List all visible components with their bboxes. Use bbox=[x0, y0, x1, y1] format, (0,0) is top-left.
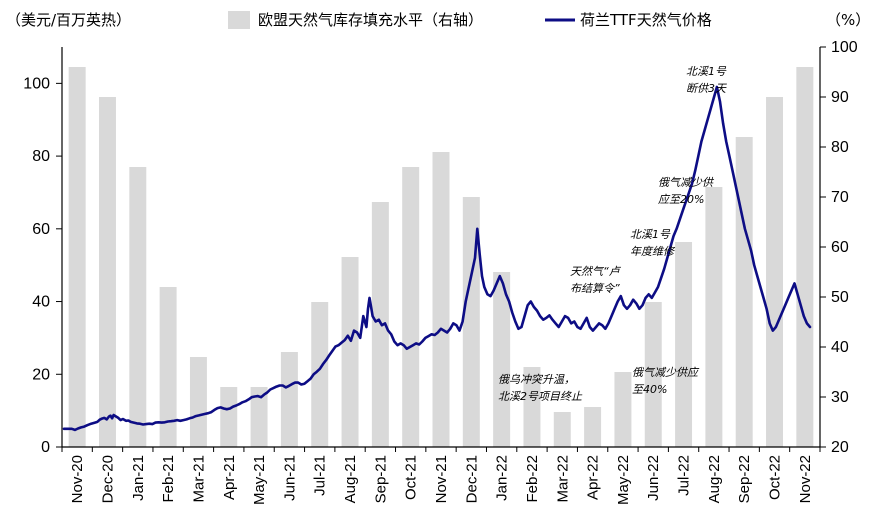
x-tick-label-may-22: May-22 bbox=[615, 455, 632, 505]
storage-bar-nov-21 bbox=[432, 152, 450, 447]
x-tick-label-jan-21: Jan-21 bbox=[130, 455, 147, 501]
legend-bar-swatch bbox=[228, 11, 250, 29]
storage-bars bbox=[68, 67, 814, 447]
x-tick-label-aug-22: Aug-22 bbox=[706, 455, 723, 503]
x-tick-label-jun-22: Jun-22 bbox=[645, 455, 662, 501]
storage-bar-jan-21 bbox=[129, 167, 147, 447]
right-axis-unit: （%） bbox=[826, 11, 870, 29]
x-tick-label-apr-22: Apr-22 bbox=[585, 455, 602, 500]
x-tick-label-jul-21: Jul-21 bbox=[312, 455, 329, 496]
x-tick-label-feb-21: Feb-21 bbox=[160, 455, 177, 503]
storage-bar-jul-22 bbox=[675, 242, 693, 447]
x-tick-label-oct-21: Oct-21 bbox=[403, 455, 420, 500]
x-tick-label-feb-22: Feb-22 bbox=[524, 455, 541, 503]
legend-bar-label: 欧盟天然气库存填充水平（右轴） bbox=[258, 11, 483, 29]
right-tick-label: 40 bbox=[831, 339, 849, 356]
x-tick-label-jun-21: Jun-21 bbox=[281, 455, 298, 501]
annotation-nordstream1-maintenance: 北溪1号 年度维修 bbox=[630, 228, 676, 258]
annotations: 北溪1号 断供3天 俄气减少供 应至20% 北溪1号 年度维修 天然气“卢 布结… bbox=[498, 65, 730, 403]
x-axis-tick-labels: Nov-20 Dec-20 Jan-21 Feb-21 Mar-21 Apr-21 May-… bbox=[61, 447, 821, 505]
x-tick-label-nov-20: Nov-20 bbox=[69, 455, 86, 503]
storage-bar-feb-22 bbox=[523, 367, 541, 447]
right-tick-label: 60 bbox=[831, 239, 849, 256]
x-tick-label-sep-21: Sep-21 bbox=[372, 455, 389, 503]
right-tick-label: 70 bbox=[831, 189, 849, 206]
storage-bar-may-22 bbox=[614, 372, 632, 447]
storage-bar-mar-21 bbox=[189, 357, 207, 447]
storage-bar-aug-22 bbox=[705, 187, 723, 447]
left-tick-label: 80 bbox=[32, 148, 50, 165]
storage-bar-nov-20 bbox=[68, 67, 86, 447]
storage-bar-oct-22 bbox=[766, 97, 784, 447]
x-tick-label-nov-21: Nov-21 bbox=[433, 455, 450, 503]
storage-bar-oct-21 bbox=[402, 167, 420, 447]
legend-line-label: 荷兰TTF天然气价格 bbox=[580, 11, 712, 29]
x-tick-label-oct-22: Oct-22 bbox=[767, 455, 784, 500]
right-tick-label: 100 bbox=[831, 39, 858, 56]
x-tick-label-sep-22: Sep-22 bbox=[736, 455, 753, 503]
right-tick-label: 80 bbox=[831, 139, 849, 156]
left-tick-label: 60 bbox=[32, 221, 50, 238]
right-tick-label: 20 bbox=[831, 439, 849, 456]
left-axis-ticks: 0 20 40 60 80 100 bbox=[23, 75, 62, 456]
x-tick-label-dec-20: Dec-20 bbox=[99, 455, 116, 503]
annotation-russia-ukraine-nordstream2: 俄乌冲突升温， 北溪2号项目终止 bbox=[498, 373, 583, 403]
storage-bar-apr-21 bbox=[220, 387, 238, 447]
storage-bar-mar-22 bbox=[553, 412, 571, 447]
legend: 欧盟天然气库存填充水平（右轴） 荷兰TTF天然气价格 bbox=[228, 11, 712, 29]
storage-bar-jul-21 bbox=[311, 302, 329, 447]
x-tick-label-jul-22: Jul-22 bbox=[676, 455, 693, 496]
storage-bar-feb-21 bbox=[159, 287, 177, 447]
right-axis-ticks: 20 30 40 50 60 70 80 90 100 bbox=[820, 39, 858, 456]
x-tick-label-nov-22: Nov-22 bbox=[797, 455, 814, 503]
x-tick-label-apr-21: Apr-21 bbox=[221, 455, 238, 500]
storage-bar-jun-22 bbox=[644, 302, 662, 447]
right-tick-label: 50 bbox=[831, 289, 849, 306]
x-tick-label-aug-21: Aug-21 bbox=[342, 455, 359, 503]
storage-bar-nov-22 bbox=[796, 67, 814, 447]
storage-bar-jun-21 bbox=[280, 352, 298, 447]
storage-bar-aug-21 bbox=[341, 257, 359, 447]
storage-bar-sep-22 bbox=[735, 137, 753, 447]
right-tick-label: 90 bbox=[831, 89, 849, 106]
annotation-russia-cut-20: 俄气减少供 应至20% bbox=[658, 176, 717, 206]
x-tick-label-jan-22: Jan-22 bbox=[494, 455, 511, 501]
left-tick-label: 100 bbox=[23, 75, 50, 92]
right-tick-label: 30 bbox=[831, 389, 849, 406]
annotation-ruble-settlement: 天然气“卢 布结算令” bbox=[570, 265, 623, 295]
x-tick-label-may-21: May-21 bbox=[251, 455, 268, 505]
storage-bar-dec-20 bbox=[98, 97, 116, 447]
x-tick-label-mar-22: Mar-22 bbox=[554, 455, 571, 503]
price-line bbox=[62, 85, 812, 432]
x-tick-label-dec-21: Dec-21 bbox=[463, 455, 480, 503]
left-tick-label: 0 bbox=[41, 439, 50, 456]
storage-bar-apr-22 bbox=[584, 407, 602, 447]
left-tick-label: 20 bbox=[32, 366, 50, 383]
annotation-russia-cut-40: 俄气减少供应 至40% bbox=[632, 366, 702, 396]
storage-bar-jan-22 bbox=[493, 272, 511, 447]
x-tick-label-mar-21: Mar-21 bbox=[190, 455, 207, 503]
left-tick-label: 40 bbox=[32, 294, 50, 311]
storage-bar-may-21 bbox=[250, 387, 268, 447]
left-axis-unit: （美元/百万英热） bbox=[6, 11, 131, 29]
annotation-nordstream1-cut: 北溪1号 断供3天 bbox=[686, 65, 730, 95]
